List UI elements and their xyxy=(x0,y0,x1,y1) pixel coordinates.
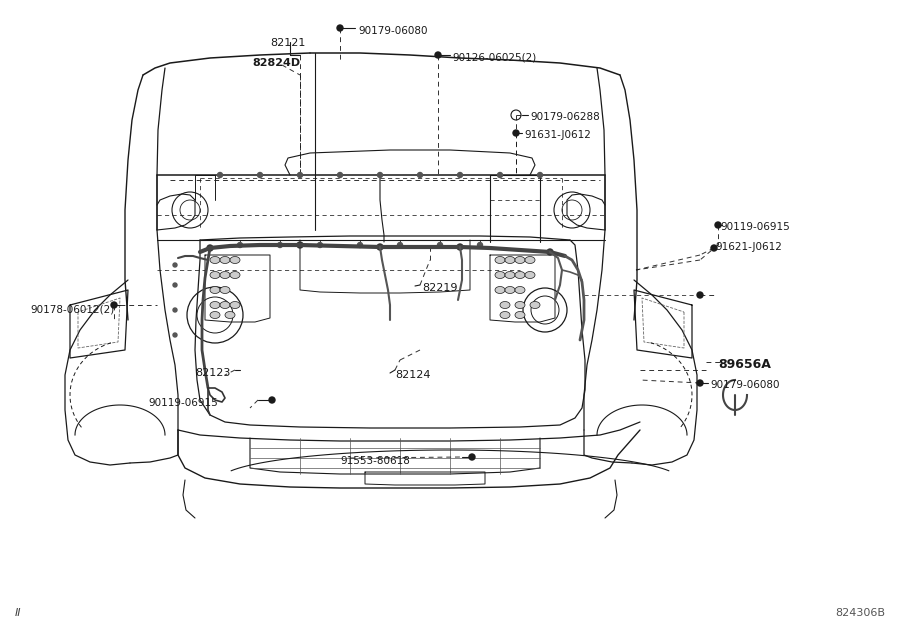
Ellipse shape xyxy=(505,286,515,294)
Ellipse shape xyxy=(210,286,220,294)
Circle shape xyxy=(298,173,302,178)
Circle shape xyxy=(377,244,383,250)
Ellipse shape xyxy=(525,256,535,263)
Circle shape xyxy=(513,130,519,136)
Text: 90179-06080: 90179-06080 xyxy=(710,380,779,390)
Ellipse shape xyxy=(230,256,240,263)
Circle shape xyxy=(457,173,463,178)
Text: 90119-06915: 90119-06915 xyxy=(148,398,218,408)
Ellipse shape xyxy=(220,256,230,263)
Text: 91553-80618: 91553-80618 xyxy=(340,456,410,466)
Text: 82124: 82124 xyxy=(395,370,430,380)
Ellipse shape xyxy=(230,271,240,278)
Text: 82219: 82219 xyxy=(422,283,457,293)
Ellipse shape xyxy=(230,302,240,309)
Ellipse shape xyxy=(515,302,525,309)
Ellipse shape xyxy=(505,271,515,278)
Text: 90119-06915: 90119-06915 xyxy=(720,222,790,232)
Circle shape xyxy=(257,173,263,178)
Text: 90179-06288: 90179-06288 xyxy=(530,112,599,122)
Text: 90126-06025(2): 90126-06025(2) xyxy=(452,52,536,62)
Ellipse shape xyxy=(500,312,510,319)
Circle shape xyxy=(469,454,475,460)
Ellipse shape xyxy=(495,271,505,278)
Ellipse shape xyxy=(530,302,540,309)
Circle shape xyxy=(715,222,721,228)
Circle shape xyxy=(711,245,717,251)
Ellipse shape xyxy=(515,312,525,319)
Ellipse shape xyxy=(515,271,525,278)
Text: 824306B: 824306B xyxy=(835,608,885,618)
Ellipse shape xyxy=(515,256,525,263)
Text: 89656A: 89656A xyxy=(718,358,771,371)
Circle shape xyxy=(111,302,117,308)
Text: 82824D: 82824D xyxy=(252,58,300,68)
Circle shape xyxy=(207,245,213,251)
Circle shape xyxy=(498,173,502,178)
Ellipse shape xyxy=(505,256,515,263)
Ellipse shape xyxy=(210,312,220,319)
Circle shape xyxy=(697,380,703,386)
Ellipse shape xyxy=(220,271,230,278)
Circle shape xyxy=(697,292,703,298)
Circle shape xyxy=(435,52,441,58)
Circle shape xyxy=(357,242,363,248)
Ellipse shape xyxy=(210,256,220,263)
Text: 90179-06080: 90179-06080 xyxy=(358,26,428,36)
Circle shape xyxy=(478,242,482,248)
Circle shape xyxy=(547,249,553,255)
Text: 82123: 82123 xyxy=(195,368,230,378)
Circle shape xyxy=(173,308,177,312)
Ellipse shape xyxy=(525,271,535,278)
Circle shape xyxy=(338,173,343,178)
Circle shape xyxy=(318,242,322,248)
Ellipse shape xyxy=(210,302,220,309)
Circle shape xyxy=(418,173,422,178)
Ellipse shape xyxy=(210,271,220,278)
Ellipse shape xyxy=(220,302,230,309)
Circle shape xyxy=(337,25,343,31)
Circle shape xyxy=(297,242,303,248)
Circle shape xyxy=(398,242,402,248)
Ellipse shape xyxy=(225,312,235,319)
Circle shape xyxy=(457,244,463,250)
Ellipse shape xyxy=(220,286,230,294)
Circle shape xyxy=(277,242,283,248)
Circle shape xyxy=(238,242,242,248)
Ellipse shape xyxy=(500,302,510,309)
Text: 82121: 82121 xyxy=(270,38,305,48)
Circle shape xyxy=(173,333,177,337)
Text: 90178-06012(2): 90178-06012(2) xyxy=(30,305,114,315)
Circle shape xyxy=(218,173,222,178)
Circle shape xyxy=(173,263,177,267)
Text: 91621-J0612: 91621-J0612 xyxy=(715,242,782,252)
Circle shape xyxy=(537,173,543,178)
Circle shape xyxy=(173,283,177,287)
Text: II: II xyxy=(15,608,22,618)
Ellipse shape xyxy=(495,256,505,263)
Circle shape xyxy=(269,397,275,403)
Text: 91631-J0612: 91631-J0612 xyxy=(524,130,591,140)
Circle shape xyxy=(437,242,443,248)
Ellipse shape xyxy=(495,286,505,294)
Circle shape xyxy=(377,173,382,178)
Ellipse shape xyxy=(515,286,525,294)
